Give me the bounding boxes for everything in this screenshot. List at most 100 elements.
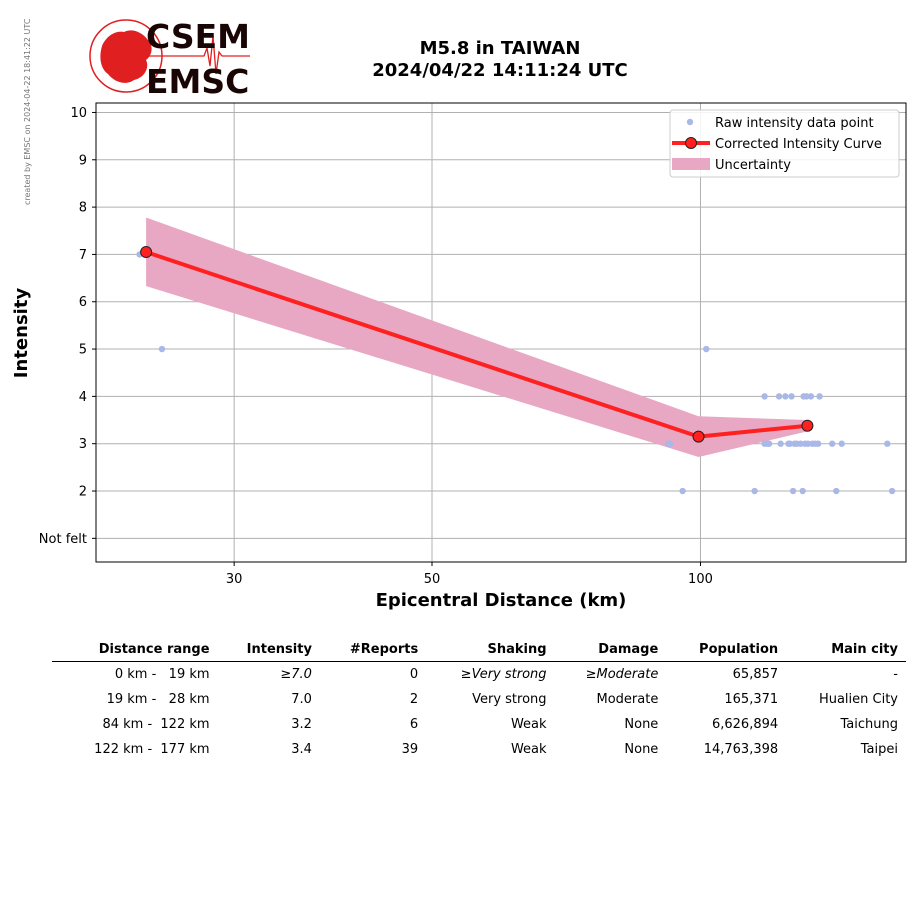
raw-data-point (158, 345, 166, 353)
corrected-curve-layer (140, 246, 814, 443)
csem-emsc-logo: CSEM EMSC (89, 17, 250, 100)
table-cell: Weak (510, 742, 547, 757)
x-tick-label: 30 (226, 572, 243, 587)
table-row: 0 km - 19 km ≥7.0 0 ≥Very strong ≥Moderate 65… (52, 662, 906, 688)
raw-data-point (761, 393, 768, 400)
y-tick-label: 9 (79, 153, 87, 168)
table-cell: 6 (409, 717, 419, 732)
y-tick-label: 3 (79, 437, 87, 452)
legend-label: Raw intensity data point (715, 116, 874, 131)
ticks-layer: 30 50 100 Not felt 2 3 4 5 6 7 8 9 10 (39, 106, 713, 587)
raw-data-point (788, 393, 795, 400)
raw-data-point (777, 440, 784, 447)
table-header-cell: Damage (554, 640, 667, 662)
table-cell: ≥7.0 (280, 667, 312, 682)
logo-line2: EMSC (146, 62, 249, 100)
raw-data-point (803, 393, 810, 400)
raw-data-point (814, 440, 822, 447)
table-cell: 0 (409, 667, 419, 682)
table-cell: - (893, 667, 898, 682)
table-cell: 14,763,398 (703, 742, 779, 757)
raw-data-point (765, 440, 773, 447)
uncertainty-band (146, 217, 808, 457)
table-cell: None (624, 717, 659, 732)
raw-data-point (751, 487, 758, 495)
table-cell: Very strong (472, 692, 547, 707)
table-cell: Taipei (860, 742, 898, 757)
legend-label: Uncertainty (715, 158, 791, 173)
intensity-table: Distance range Intensity #Reports Shaking Da… (52, 640, 906, 762)
legend-label: Corrected Intensity Curve (715, 137, 882, 152)
raw-data-point (838, 440, 845, 447)
table-cell: 6,626,894 (711, 717, 779, 732)
legend-raw-marker (686, 118, 694, 126)
raw-data-point (804, 440, 812, 447)
y-tick-label: 10 (70, 106, 87, 121)
watermark-text: created by EMSC on 2024-04-22 18:41:22 U… (23, 18, 32, 205)
table-header-cell: Intensity (217, 640, 320, 662)
x-tick-label: 50 (424, 572, 441, 587)
y-tick-label: 7 (79, 248, 87, 263)
intensity-chart: 30 50 100 Not felt 2 3 4 5 6 7 8 9 10 Epicentral Dis… (11, 102, 907, 611)
table-cell: 39 (401, 742, 419, 757)
y-tick-label: 5 (79, 343, 87, 358)
table-cell: Hualien City (818, 692, 898, 707)
table-cell: Moderate (596, 692, 659, 707)
table-header-cell: Distance range (52, 640, 218, 662)
table-cell: Taichung (840, 717, 898, 732)
logo-seismogram (148, 35, 250, 75)
watermark: created by EMSC on 2024-04-22 18:41:22 U… (23, 18, 32, 205)
raw-data-point (799, 487, 806, 495)
raw-data-point (807, 393, 815, 400)
raw-data-point (782, 393, 789, 400)
raw-data-point (888, 487, 896, 495)
x-tick-label: 100 (688, 572, 713, 587)
table-cell: 122 km - 177 km (94, 742, 210, 757)
table-cell: ≥Very strong (460, 667, 547, 682)
table-header-row: Distance range Intensity #Reports Shaking Da… (52, 640, 906, 662)
legend-curve-marker (685, 137, 697, 149)
chart-title: M5.8 in TAIWAN 2024/04/22 14:11:24 UTC (300, 38, 700, 82)
table-cell: Weak (510, 717, 547, 732)
logo-line1: CSEM (146, 17, 250, 56)
table-cell: 0 km - 19 km (114, 667, 210, 682)
table-header-cell: #Reports (319, 640, 427, 662)
table-cell: None (624, 742, 659, 757)
table-cell: 84 km - 122 km (102, 717, 210, 732)
raw-data-point (833, 487, 840, 495)
table-row: 19 km - 28 km 7.0 2 Very strong Moderate 165,… (52, 687, 906, 712)
y-tick-label: Not felt (39, 532, 87, 547)
table-body: 0 km - 19 km ≥7.0 0 ≥Very strong ≥Moderate 65… (52, 662, 906, 763)
table-cell: 3.2 (291, 717, 312, 732)
curve-marker (801, 419, 814, 432)
legend: Raw intensity data point Corrected Intens… (669, 109, 900, 178)
raw-data-point (667, 440, 674, 447)
table-cell: 65,857 (732, 667, 779, 682)
raw-data-point (816, 393, 823, 400)
table-row: 84 km - 122 km 3.2 6 Weak None 6,626,894 Taich… (52, 712, 906, 737)
x-axis-label: Epicentral Distance (km) (376, 590, 627, 611)
table-cell: 165,371 (724, 692, 779, 707)
table-cell: 7.0 (291, 692, 312, 707)
raw-data-point (789, 487, 797, 495)
raw-data-point (679, 487, 686, 495)
title-line1: M5.8 in TAIWAN (419, 38, 581, 59)
y-axis-label: Intensity (11, 288, 32, 379)
table-cell: 2 (409, 692, 419, 707)
table-header-cell: Population (666, 640, 787, 662)
logo-landmass (100, 30, 152, 83)
legend-box (669, 109, 900, 178)
table-cell: ≥Moderate (585, 667, 659, 682)
plot-frame (95, 102, 907, 563)
raw-data-point (828, 440, 836, 447)
raw-data-point (884, 440, 891, 447)
uncertainty-band-layer (146, 217, 808, 457)
y-tick-label: 2 (79, 485, 87, 500)
table-row: 122 km - 177 km 3.4 39 Weak None 14,763,398 Ta… (52, 737, 906, 762)
raw-points-layer (136, 251, 896, 495)
raw-data-point (786, 440, 794, 447)
title-line2: 2024/04/22 14:11:24 UTC (372, 60, 628, 81)
y-tick-label: 4 (79, 390, 87, 405)
table-cell: 3.4 (291, 742, 312, 757)
y-tick-label: 6 (79, 295, 87, 310)
